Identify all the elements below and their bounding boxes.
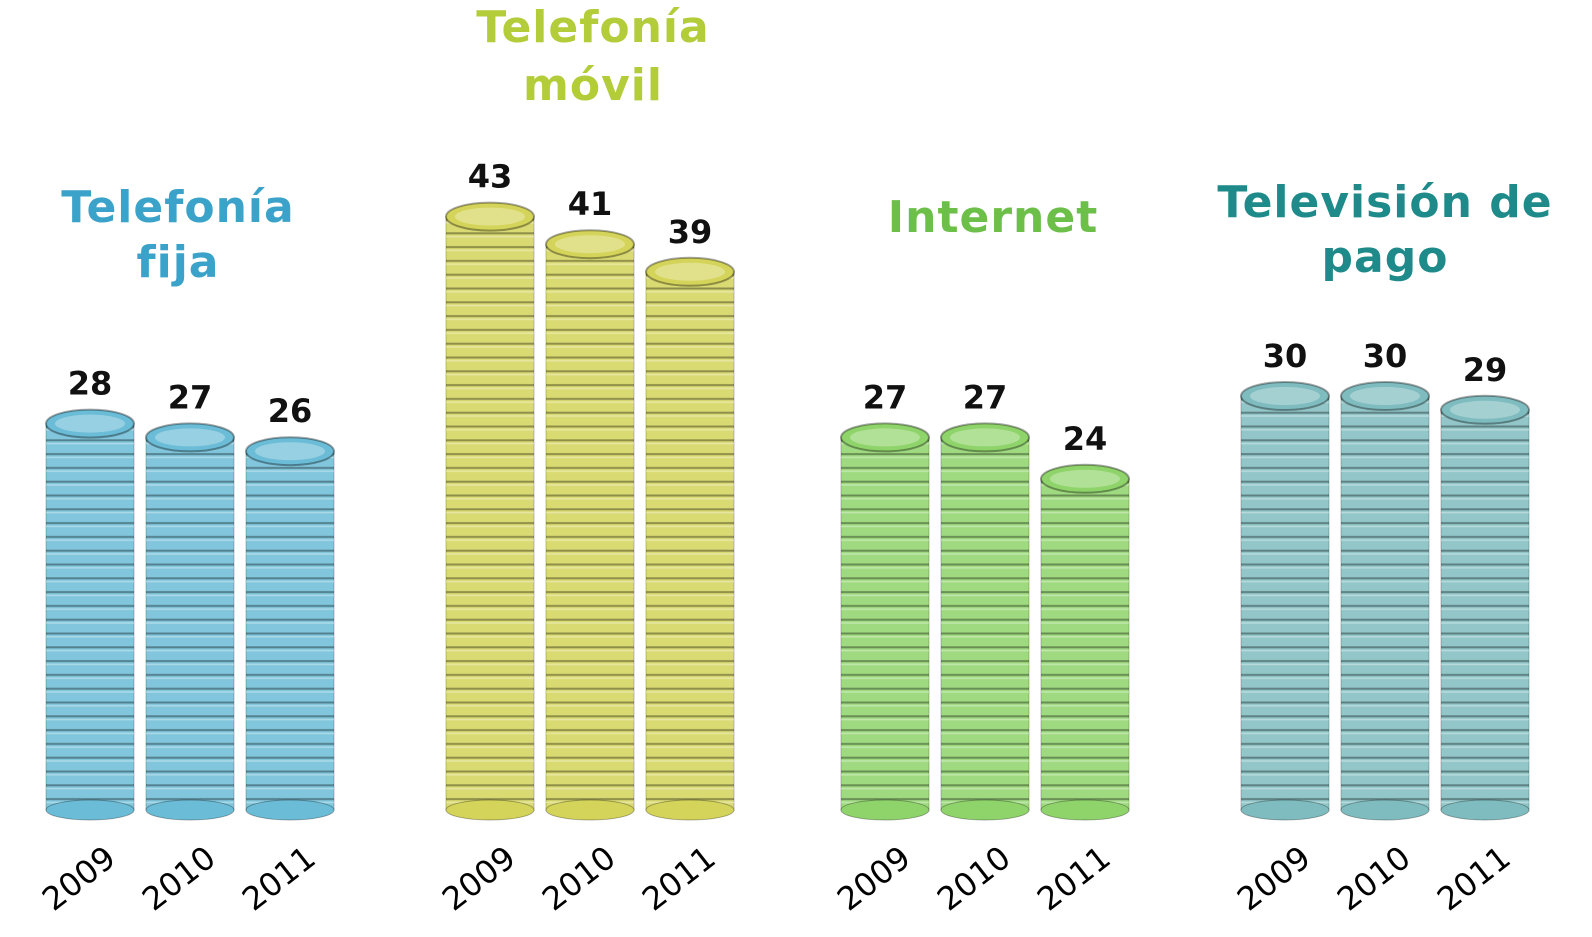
coin-bottom bbox=[841, 800, 929, 820]
coin-face bbox=[55, 415, 125, 433]
coin-edges bbox=[546, 244, 634, 810]
coin-face bbox=[455, 208, 525, 226]
value-label: 43 bbox=[468, 158, 513, 196]
coin-face bbox=[655, 263, 725, 281]
coin-bottom bbox=[646, 800, 734, 820]
coin-face bbox=[555, 235, 625, 253]
value-label: 26 bbox=[268, 392, 313, 430]
coin-face bbox=[155, 428, 225, 446]
coin-bottom bbox=[546, 800, 634, 820]
value-label: 27 bbox=[168, 378, 213, 416]
value-label: 41 bbox=[568, 185, 613, 223]
coin-edges bbox=[646, 272, 734, 810]
coin-edges bbox=[1441, 410, 1529, 810]
x-tick-label: 2011 bbox=[1030, 838, 1118, 918]
group-title: Televisión de bbox=[1217, 177, 1552, 228]
x-tick-label: 2011 bbox=[635, 838, 723, 918]
coin-bottom bbox=[1241, 800, 1329, 820]
coin-face bbox=[1350, 387, 1420, 405]
x-tick-label: 2010 bbox=[1330, 838, 1418, 918]
coin-bottom bbox=[1441, 800, 1529, 820]
coin-edges bbox=[1341, 396, 1429, 810]
value-label: 24 bbox=[1063, 420, 1108, 458]
group-title: móvil bbox=[523, 60, 663, 111]
coin-bottom bbox=[46, 800, 134, 820]
value-label: 28 bbox=[68, 365, 113, 403]
value-label: 30 bbox=[1363, 337, 1408, 375]
x-tick-label: 2010 bbox=[930, 838, 1018, 918]
chart: Telefoníafija282009272010262011Telefonía… bbox=[0, 0, 1592, 937]
x-tick-label: 2009 bbox=[1230, 838, 1318, 918]
coin-bottom bbox=[246, 800, 334, 820]
coin-edges bbox=[446, 217, 534, 810]
coin-face bbox=[1250, 387, 1320, 405]
coin-face bbox=[255, 442, 325, 460]
group-title: Internet bbox=[888, 192, 1098, 243]
coin-bottom bbox=[1041, 800, 1129, 820]
group-title: pago bbox=[1322, 232, 1449, 283]
coin-edges bbox=[1241, 396, 1329, 810]
x-tick-label: 2010 bbox=[135, 838, 223, 918]
coin-bottom bbox=[446, 800, 534, 820]
coin-edges bbox=[46, 424, 134, 810]
coin-face bbox=[850, 428, 920, 446]
x-tick-label: 2010 bbox=[535, 838, 623, 918]
coin-edges bbox=[841, 437, 929, 810]
value-label: 39 bbox=[668, 213, 713, 251]
coin-bottom bbox=[941, 800, 1029, 820]
x-tick-label: 2009 bbox=[830, 838, 918, 918]
value-label: 30 bbox=[1263, 337, 1308, 375]
coin-edges bbox=[1041, 479, 1129, 810]
group-title: fija bbox=[137, 237, 220, 288]
x-tick-label: 2011 bbox=[235, 838, 323, 918]
group-title: Telefonía bbox=[61, 182, 294, 233]
value-label: 29 bbox=[1463, 351, 1508, 389]
value-label: 27 bbox=[863, 378, 908, 416]
x-tick-label: 2009 bbox=[435, 838, 523, 918]
coin-bottom bbox=[1341, 800, 1429, 820]
coin-edges bbox=[146, 437, 234, 810]
x-tick-label: 2009 bbox=[35, 838, 123, 918]
coin-face bbox=[950, 428, 1020, 446]
coin-face bbox=[1050, 470, 1120, 488]
coin-face bbox=[1450, 401, 1520, 419]
coin-bottom bbox=[146, 800, 234, 820]
x-tick-label: 2011 bbox=[1430, 838, 1518, 918]
coin-edges bbox=[941, 437, 1029, 810]
coin-edges bbox=[246, 451, 334, 810]
value-label: 27 bbox=[963, 378, 1008, 416]
group-title: Telefonía bbox=[476, 2, 709, 53]
